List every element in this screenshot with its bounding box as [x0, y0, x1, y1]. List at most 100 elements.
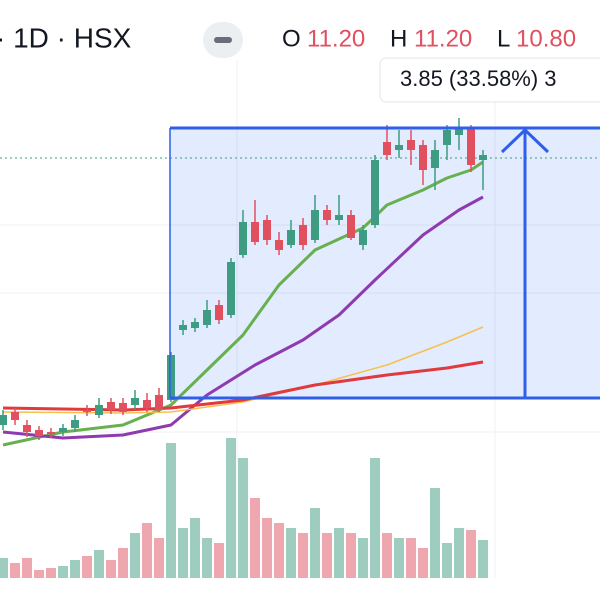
volume-bar [478, 540, 488, 578]
candle-body [0, 415, 7, 425]
candle-body [71, 420, 79, 428]
open-label: O [282, 25, 301, 52]
candle-body [263, 220, 271, 240]
candle-body [107, 402, 115, 410]
measure-box [379, 57, 600, 103]
candle-body [227, 262, 235, 315]
volume-bar [358, 538, 368, 578]
volume-bar [46, 568, 56, 578]
candle-body [179, 325, 187, 330]
volume-bar [310, 508, 320, 578]
open-value: 11.20 [307, 25, 365, 52]
range-tool [169, 126, 600, 400]
volume-bar [406, 538, 416, 578]
candle-body [203, 310, 211, 325]
candle-body [35, 430, 43, 436]
volume-bar [0, 558, 8, 578]
volume-bar [10, 563, 20, 578]
volume-bar [82, 556, 92, 578]
moving-average [2, 160, 484, 447]
volume-bar [286, 528, 296, 578]
volume-bar [142, 523, 152, 578]
volume-bar [298, 533, 308, 578]
volume-bar [70, 560, 80, 578]
candle-body [131, 398, 139, 405]
candle-body [119, 403, 127, 412]
volume-bar [178, 528, 188, 578]
candle-body [383, 142, 391, 155]
candle-body [467, 128, 475, 165]
volume-bar [274, 523, 284, 578]
volume-bar [454, 528, 464, 578]
volume-bar [418, 548, 428, 578]
volume-bar [226, 438, 236, 578]
volume-bars [0, 438, 488, 578]
plot [0, 118, 488, 578]
volume-bar [166, 443, 176, 578]
volume-bar [154, 538, 164, 578]
volume-bar [106, 560, 116, 578]
candle-body [359, 230, 367, 245]
volume-bar [190, 518, 200, 578]
volume-bar [382, 533, 392, 578]
symbol: · 1D · HSX [0, 22, 132, 53]
volume-bar [58, 566, 68, 578]
candle-body [443, 130, 451, 145]
candle-body [479, 155, 487, 160]
volume-bar [334, 528, 344, 578]
volume-bar [34, 570, 44, 578]
volume-bar [394, 538, 404, 578]
moving-average [2, 195, 484, 440]
candle-body [323, 210, 331, 220]
candle-body [347, 215, 355, 238]
volume-bar [238, 458, 248, 578]
volume-bar [22, 558, 32, 578]
volume-bar [130, 533, 140, 578]
candle-body [11, 412, 19, 420]
candle-body [395, 145, 403, 150]
volume-bar [370, 458, 380, 578]
measure-label: 3.85 (33.58%) 3 [400, 66, 557, 91]
candle-body [371, 160, 379, 225]
volume-bar [322, 533, 332, 578]
candle-body [47, 432, 55, 434]
candle-body [275, 240, 283, 250]
candle-body [191, 322, 199, 328]
candle-body [431, 150, 439, 168]
volume-bar [214, 543, 224, 578]
volume-bar [466, 530, 476, 578]
volume-bar [262, 518, 272, 578]
candle-body [335, 215, 343, 220]
moving-average [2, 360, 484, 412]
volume-bar [202, 538, 212, 578]
volume-bar [430, 488, 440, 578]
low-value: 10.80 [516, 25, 576, 52]
candle-body [95, 405, 103, 415]
candle-body [419, 145, 427, 170]
candle-body [251, 222, 259, 242]
candle-body [83, 410, 91, 412]
candle-body [311, 210, 319, 240]
range-box [170, 128, 600, 398]
candle-body [239, 222, 247, 255]
range-arrow-head [500, 127, 550, 154]
volume-bar [346, 533, 356, 578]
volume-bar [94, 550, 104, 578]
minus-icon [214, 37, 232, 43]
volume-bar [118, 548, 128, 578]
candle-body [455, 128, 463, 135]
candle-body [215, 305, 223, 320]
high-value: 11.20 [414, 25, 472, 52]
candle-body [23, 425, 31, 432]
high-label: H [390, 25, 407, 52]
candle-body [287, 230, 295, 245]
candle-body [59, 428, 67, 432]
candle-body [299, 225, 307, 245]
candle-body [407, 140, 415, 150]
volume-bar [442, 543, 452, 578]
low-label: L [497, 25, 510, 52]
candle-body [155, 395, 163, 410]
volume-bar [250, 498, 260, 578]
candle-body [143, 400, 151, 408]
